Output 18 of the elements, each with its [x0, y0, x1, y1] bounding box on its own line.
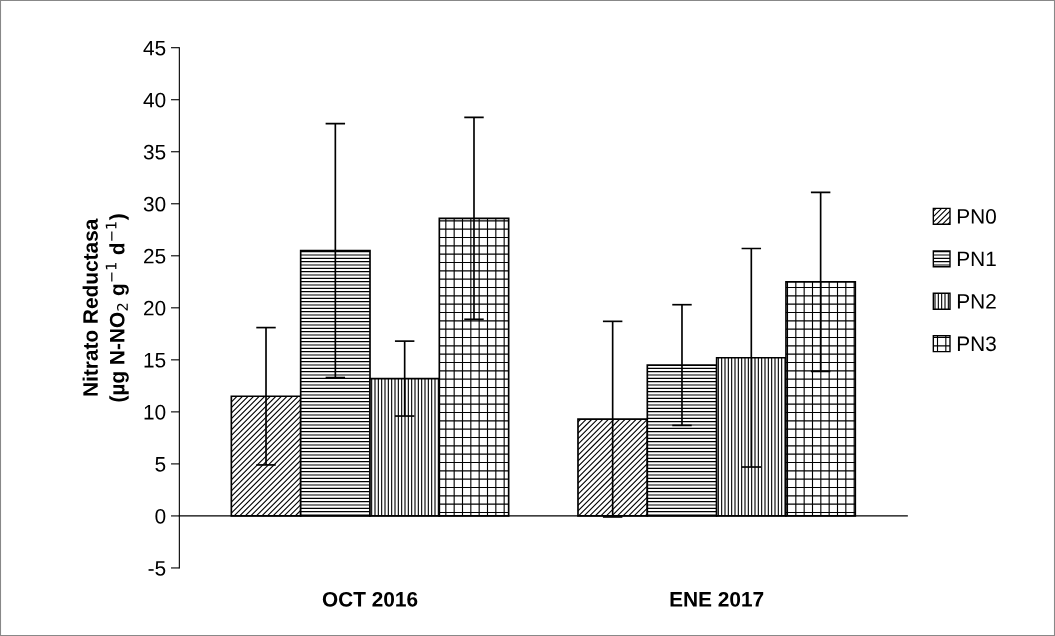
x-tick-label: OCT 2016	[322, 591, 418, 607]
y-tick-label: 15	[144, 353, 166, 368]
y-tick-label: 20	[144, 300, 166, 316]
y-tick-label: 25	[144, 248, 166, 264]
y-tick-label: 10	[144, 404, 166, 420]
y-tick-label: 5	[155, 457, 166, 472]
legend-label: PN1	[957, 251, 996, 267]
y-tick-label: 30	[143, 196, 166, 212]
legend-label: PN0	[957, 209, 996, 224]
y-tick-label: 35	[143, 144, 166, 160]
y-tick-label: 40	[143, 92, 166, 108]
legend-label: PN2	[957, 293, 996, 309]
x-tick-label: ENE 2017	[670, 591, 764, 607]
y-tick-label: 0	[155, 508, 166, 524]
legend-label: PN3	[957, 336, 996, 352]
y-axis-title: Nitrato Reductasa (µg N-NO$_{2}$ g$^{−1}$ d$^{−1}$)	[82, 214, 129, 402]
y-tick-label: -5	[148, 561, 166, 576]
y-tick-label: 45	[143, 40, 166, 56]
